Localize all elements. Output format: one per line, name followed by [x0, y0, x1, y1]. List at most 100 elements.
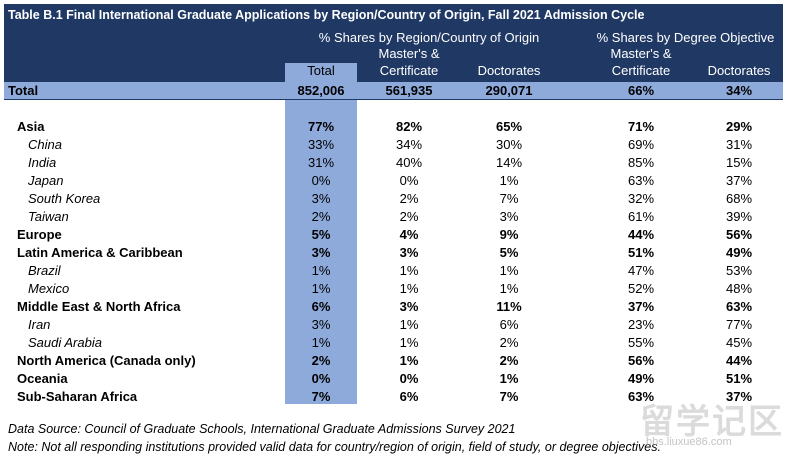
table-cell: 1% [499, 173, 519, 188]
table-cell: 71% [627, 119, 655, 134]
table-cell: 0% [399, 173, 419, 188]
table-cell: 69% [627, 137, 655, 152]
table-cell: 68% [725, 191, 753, 206]
table-cell: 23% [627, 317, 655, 332]
table-cell: 1% [399, 317, 419, 332]
table-cell: 1% [399, 263, 419, 278]
table-cell: 2% [399, 209, 419, 224]
country-label: Saudi Arabia [28, 335, 102, 350]
table-cell: 14% [495, 155, 523, 170]
header-masters-line2-a: Certificate [379, 63, 439, 78]
table-cell: 53% [725, 263, 753, 278]
table-cell: 33% [307, 137, 335, 152]
total-value-masters-region: 561,935 [385, 83, 433, 98]
table-cell: 77% [725, 317, 753, 332]
table-cell: 1% [399, 335, 419, 350]
table-cell: 56% [627, 353, 655, 368]
table-cell: 45% [725, 335, 753, 350]
table-cell: 1% [311, 281, 331, 296]
table-cell: 11% [496, 299, 522, 314]
table-cell: 51% [725, 371, 753, 386]
country-label: Brazil [28, 263, 61, 278]
header-group-degree: % Shares by Degree Objective [596, 30, 775, 45]
table-cell: 1% [399, 353, 419, 368]
header-masters-line2-b: Certificate [611, 63, 671, 78]
table-cell: 1% [499, 263, 519, 278]
table-cell: 29% [725, 119, 753, 134]
table-cell: 44% [725, 353, 753, 368]
header-doctorates-b: Doctorates [707, 63, 771, 78]
table-cell: 61% [627, 209, 655, 224]
table-cell: 31% [725, 137, 753, 152]
table-cell: 63% [627, 389, 655, 404]
table-cell: 3% [311, 317, 331, 332]
table-cell: 37% [725, 389, 753, 404]
table-cell: 47% [627, 263, 655, 278]
table-cell: 1% [399, 281, 419, 296]
table-cell: 3% [311, 191, 331, 206]
total-value-doctorates-degree: 34% [725, 83, 753, 98]
table-cell: 48% [725, 281, 753, 296]
table-cell: 6% [499, 317, 519, 332]
table-cell: 44% [627, 227, 655, 242]
table-cell: 49% [627, 371, 655, 386]
country-label: India [28, 155, 57, 170]
country-label: Taiwan [28, 209, 69, 224]
table-cell: 3% [499, 209, 519, 224]
table-cell: 5% [499, 245, 519, 260]
country-label: South Korea [28, 191, 101, 206]
country-label: Mexico [28, 281, 70, 296]
region-label: Asia [17, 119, 45, 134]
table-cell: 6% [311, 299, 331, 314]
table-cell: 37% [725, 173, 753, 188]
table-cell: 39% [725, 209, 753, 224]
total-column-band [285, 100, 357, 404]
table-cell: 1% [499, 371, 519, 386]
table-cell: 9% [499, 227, 519, 242]
country-label: Iran [28, 317, 51, 332]
table-cell: 3% [399, 245, 419, 260]
table-cell: 63% [627, 173, 655, 188]
total-value-total: 852,006 [297, 83, 345, 98]
table-cell: 56% [725, 227, 753, 242]
table-cell: 52% [627, 281, 655, 296]
region-label: North America (Canada only) [17, 353, 196, 368]
table-cell: 32% [627, 191, 655, 206]
table-cell: 7% [499, 389, 519, 404]
table-cell: 85% [627, 155, 655, 170]
region-label: Sub-Saharan Africa [17, 389, 138, 404]
table-cell: 6% [399, 389, 419, 404]
table-cell: 49% [725, 245, 753, 260]
table-cell: 1% [311, 263, 331, 278]
country-label: China [28, 137, 62, 152]
table-cell: 40% [395, 155, 423, 170]
header-doctorates-a: Doctorates [477, 63, 541, 78]
table-cell: 63% [725, 299, 753, 314]
table-cell: 2% [311, 353, 331, 368]
table-cell: 3% [311, 245, 331, 260]
region-label: Europe [17, 227, 62, 242]
total-label: Total [8, 83, 39, 98]
table-cell: 65% [495, 119, 523, 134]
data-source-note: Data Source: Council of Graduate Schools… [8, 422, 516, 436]
header-masters-line1-a: Master's & [378, 46, 440, 61]
table-cell: 30% [495, 137, 523, 152]
table-header: % Shares by Region/Country of Origin % S… [4, 26, 783, 82]
header-masters-line1-b: Master's & [610, 46, 672, 61]
table-cell: 51% [627, 245, 655, 260]
table-cell: 2% [399, 191, 419, 206]
table-cell: 2% [499, 335, 519, 350]
region-label: Oceania [17, 371, 68, 386]
table-cell: 0% [311, 371, 331, 386]
table-cell: 7% [499, 191, 519, 206]
total-value-masters-degree: 66% [627, 83, 655, 98]
table-cell: 31% [307, 155, 335, 170]
table-cell: 5% [311, 227, 331, 242]
header-total: Total [285, 63, 357, 82]
table-cell: 0% [311, 173, 331, 188]
table-cell: 15% [725, 155, 753, 170]
country-label: Japan [28, 173, 64, 188]
disclaimer-note: Note: Not all responding institutions pr… [8, 440, 661, 454]
table-cell: 1% [311, 335, 331, 350]
region-label: Middle East & North Africa [17, 299, 181, 314]
